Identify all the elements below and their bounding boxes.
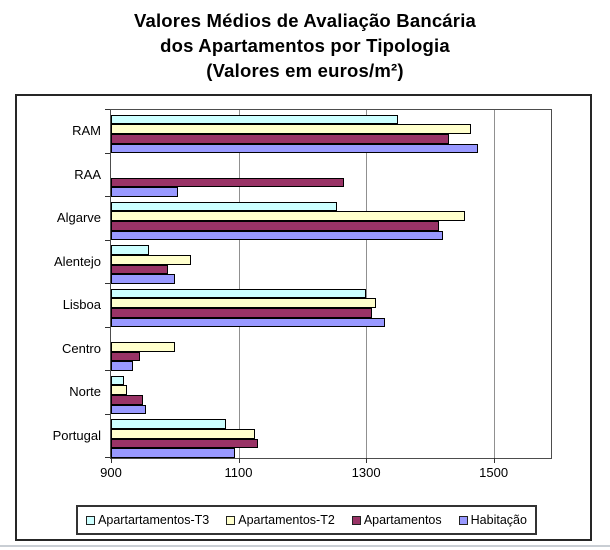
bar-apartamentos-t2-ram <box>111 124 472 135</box>
bar-apartamentos-t2-lisboa <box>111 298 376 309</box>
bar-apartamentos-t2-algarve <box>111 211 465 222</box>
page-bottom-rule <box>0 545 610 547</box>
chart-title-line1: Valores Médios de Avaliação Bancária <box>133 10 477 31</box>
bar-apartartamentos-t3-lisboa <box>111 288 367 299</box>
bar-apartamentos-t2-portugal <box>111 428 255 439</box>
bar-apartamentos-t2-alentejo <box>111 254 191 265</box>
legend-label-habitacao: Habitação <box>470 513 527 527</box>
legend-label-apartartamentos-t3: Apartartamentos-T3 <box>98 513 210 527</box>
legend-item-apartamentos-t2: Apartamentos-T2 <box>226 513 335 527</box>
bar-habitacao-ram <box>111 143 478 154</box>
bar-habitacao-norte <box>111 404 147 415</box>
chart-title-line3: (Valores em euros/m²) <box>206 60 404 81</box>
y-axis-tick <box>105 457 110 458</box>
x-axis-tick-1100 <box>238 458 240 463</box>
bar-apartartamentos-t3-alentejo <box>111 245 150 255</box>
chart-title: Valores Médios de Avaliação Bancária dos… <box>0 8 610 83</box>
y-axis-tick <box>105 370 110 371</box>
y-axis-tick <box>105 152 110 154</box>
legend-item-apartartamentos-t3: Apartartamentos-T3 <box>86 513 209 527</box>
y-axis-label-algarve: Algarve <box>56 210 101 226</box>
y-axis-label-centro: Centro <box>61 340 101 356</box>
bar-apartamentos-t2-norte <box>111 385 127 396</box>
bar-habitacao-algarve <box>111 230 443 241</box>
legend-item-apartamentos: Apartamentos <box>351 513 442 527</box>
y-axis-label-raa: RAA <box>74 166 101 182</box>
bar-apartamentos-norte <box>111 395 143 405</box>
bar-apartamentos-t2-centro <box>111 341 175 352</box>
bar-apartamentos-raa <box>111 177 344 188</box>
legend-swatch-habitacao <box>458 515 468 525</box>
bar-apartartamentos-t3-portugal <box>111 419 226 429</box>
chart-area: Apartartamentos-T3 Apartamentos-T2 Apartam… <box>15 94 592 541</box>
bar-apartartamentos-t3-algarve <box>111 201 338 212</box>
bar-habitacao-portugal <box>111 448 236 458</box>
bar-apartamentos-centro <box>111 351 140 362</box>
bar-habitacao-centro <box>111 361 134 371</box>
bar-apartamentos-alentejo <box>111 264 169 275</box>
y-axis-tick <box>105 196 110 197</box>
y-axis-tick <box>105 239 110 241</box>
y-axis-tick <box>105 283 110 284</box>
chart-title-line2: dos Apartamentos por Tipologia <box>160 35 450 56</box>
bar-habitacao-raa <box>111 187 178 197</box>
bar-habitacao-lisboa <box>111 317 386 328</box>
legend-swatch-apartartamentos-t3 <box>86 515 96 525</box>
bar-apartamentos-lisboa <box>111 308 373 318</box>
y-axis-tick <box>105 413 110 415</box>
x-axis-label-900: 900 <box>100 465 122 480</box>
x-axis-tick-1300 <box>366 458 368 463</box>
y-axis-tick <box>105 326 110 328</box>
gridline-1300 <box>366 110 368 458</box>
x-axis-label-1500: 1500 <box>479 465 509 480</box>
y-axis-label-ram: RAM <box>72 123 101 139</box>
legend: Apartartamentos-T3 Apartamentos-T2 Apartam… <box>76 505 537 535</box>
legend-swatch-apartamentos-t2 <box>226 515 236 525</box>
y-axis-label-portugal: Portugal <box>52 427 101 443</box>
gridline-1100 <box>238 110 240 458</box>
x-axis-label-1100: 1100 <box>224 465 253 480</box>
bar-apartartamentos-t3-norte <box>111 375 124 386</box>
bar-apartartamentos-t3-ram <box>111 114 398 125</box>
legend-label-apartamentos-t2: Apartamentos-T2 <box>238 513 335 527</box>
y-axis-label-alentejo: Alentejo <box>54 253 101 269</box>
gridline-1500 <box>493 110 495 458</box>
plot-area <box>110 109 552 459</box>
bar-habitacao-alentejo <box>111 274 175 284</box>
x-axis-label-1300: 1300 <box>351 465 381 480</box>
bar-apartamentos-algarve <box>111 221 440 231</box>
legend-item-habitacao: Habitação <box>458 513 527 527</box>
bar-apartamentos-portugal <box>111 438 258 449</box>
x-axis-tick-1500 <box>493 458 495 463</box>
bar-apartamentos-ram <box>111 134 449 144</box>
legend-swatch-apartamentos <box>351 515 361 525</box>
y-axis-label-norte: Norte <box>69 384 101 400</box>
x-axis-tick-900 <box>111 458 112 463</box>
y-axis-label-lisboa: Lisboa <box>62 297 101 313</box>
y-axis-tick <box>105 109 110 110</box>
legend-label-apartamentos: Apartamentos <box>363 513 442 527</box>
